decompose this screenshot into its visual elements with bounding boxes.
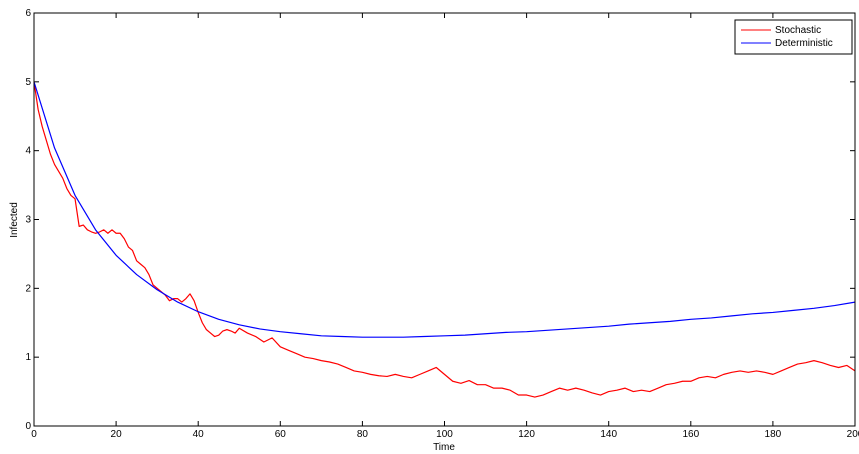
- x-tick-label: 200: [847, 429, 859, 440]
- legend-box: [734, 19, 853, 55]
- x-tick-label: 160: [682, 429, 699, 440]
- legend: Stochastic Deterministic: [734, 19, 853, 55]
- y-tick-label: 4: [25, 146, 31, 157]
- x-tick-label: 40: [193, 429, 205, 440]
- y-axis-label: Infected: [9, 202, 20, 238]
- y-tick-label: 0: [25, 421, 31, 432]
- x-tick-label: 80: [357, 429, 369, 440]
- y-tick-label: 2: [25, 283, 31, 294]
- x-tick-label: 60: [275, 429, 287, 440]
- x-tick-label: 100: [436, 429, 453, 440]
- series-line-deterministic: [33, 81, 856, 338]
- series-line-stochastic: [33, 81, 856, 398]
- y-tick-label: 6: [25, 8, 31, 19]
- x-tick-label: 180: [765, 429, 782, 440]
- tick-marks: [33, 12, 856, 427]
- legend-label-deterministic: Deterministic: [775, 38, 833, 49]
- y-tick-label: 1: [25, 352, 31, 363]
- plot-area-frame: [33, 12, 856, 427]
- series-lines: [33, 81, 856, 398]
- y-tick-label: 5: [25, 77, 31, 88]
- x-tick-label: 140: [600, 429, 617, 440]
- x-tick-label: 20: [111, 429, 123, 440]
- legend-label-stochastic: Stochastic: [775, 25, 821, 36]
- x-axis-label: Time: [433, 442, 455, 453]
- x-tick-label: 0: [31, 429, 37, 440]
- x-tick-label: 120: [518, 429, 535, 440]
- y-tick-labels: 0 1 2 3 4 5 6: [25, 8, 31, 432]
- y-tick-label: 3: [25, 215, 31, 226]
- x-tick-labels: 0 20 40 60 80 100 120 140 160 180 200: [31, 429, 859, 440]
